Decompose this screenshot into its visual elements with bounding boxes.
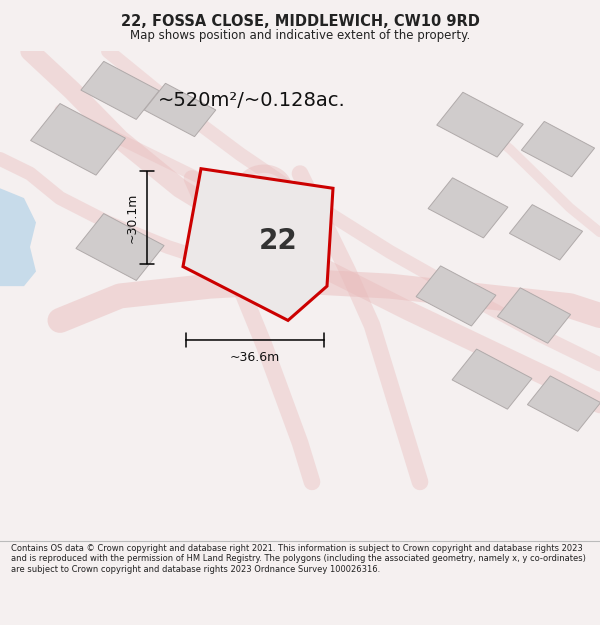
Polygon shape xyxy=(437,92,523,157)
Text: ~30.1m: ~30.1m xyxy=(125,192,139,243)
Text: ~36.6m: ~36.6m xyxy=(230,351,280,364)
Polygon shape xyxy=(416,266,496,326)
Text: Map shows position and indicative extent of the property.: Map shows position and indicative extent… xyxy=(130,29,470,42)
Polygon shape xyxy=(81,61,159,119)
Polygon shape xyxy=(183,169,333,321)
Polygon shape xyxy=(452,349,532,409)
Text: 22, FOSSA CLOSE, MIDDLEWICH, CW10 9RD: 22, FOSSA CLOSE, MIDDLEWICH, CW10 9RD xyxy=(121,14,479,29)
Polygon shape xyxy=(144,83,216,137)
Polygon shape xyxy=(527,376,600,431)
Polygon shape xyxy=(76,214,164,281)
Text: 22: 22 xyxy=(259,227,298,255)
Polygon shape xyxy=(521,121,595,177)
Polygon shape xyxy=(428,177,508,238)
Text: Contains OS data © Crown copyright and database right 2021. This information is : Contains OS data © Crown copyright and d… xyxy=(11,544,586,574)
Polygon shape xyxy=(509,204,583,260)
Polygon shape xyxy=(0,188,36,286)
Polygon shape xyxy=(497,288,571,343)
Text: ~520m²/~0.128ac.: ~520m²/~0.128ac. xyxy=(158,91,346,110)
Polygon shape xyxy=(31,104,125,175)
